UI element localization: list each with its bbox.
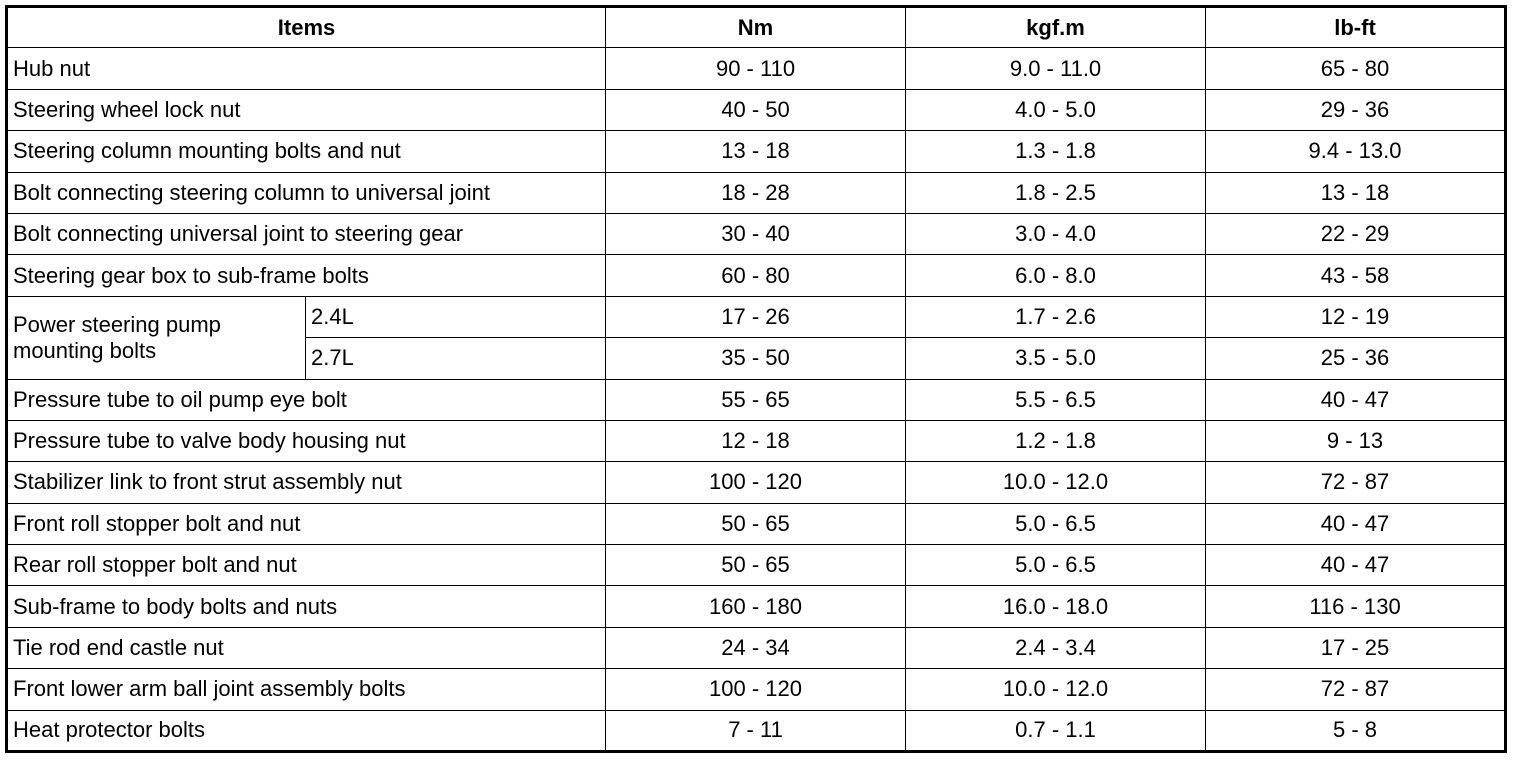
torque-value: 43 - 58 xyxy=(1205,254,1507,297)
torque-value: 3.0 - 4.0 xyxy=(905,212,1207,256)
torque-value: 116 - 130 xyxy=(1205,585,1507,628)
item-name: Tie rod end castle nut xyxy=(5,626,607,670)
table-row: Bolt connecting steering column to unive… xyxy=(5,171,1507,214)
torque-value: 1.2 - 1.8 xyxy=(905,419,1207,463)
torque-value: 12 - 19 xyxy=(1205,295,1507,339)
torque-value: 6.0 - 8.0 xyxy=(905,254,1207,297)
item-name: Hub nut xyxy=(5,47,607,90)
table-row: Steering column mounting bolts and nut 13… xyxy=(5,130,1507,173)
table-row: Pressure tube to valve body housing nut 1… xyxy=(5,419,1507,463)
torque-value: 22 - 29 xyxy=(1205,212,1507,256)
torque-value: 100 - 120 xyxy=(605,461,907,504)
torque-value: 7 - 11 xyxy=(605,709,907,753)
variant-label: 2.4L xyxy=(304,295,607,339)
torque-value: 5.5 - 6.5 xyxy=(905,378,1207,421)
torque-value: 18 - 28 xyxy=(605,171,907,214)
table-row: Rear roll stopper bolt and nut 50 - 65 5.0… xyxy=(5,544,1507,587)
torque-value: 160 - 180 xyxy=(605,585,907,628)
torque-value: 16.0 - 18.0 xyxy=(905,585,1207,628)
item-name: Steering column mounting bolts and nut xyxy=(5,130,607,173)
torque-value: 55 - 65 xyxy=(605,378,907,421)
item-name: Power steering pump mounting bolts xyxy=(6,295,306,380)
torque-value: 25 - 36 xyxy=(1205,337,1507,380)
torque-value: 24 - 34 xyxy=(605,626,907,670)
torque-value: 40 - 47 xyxy=(1205,378,1507,421)
table-row: Stabilizer link to front strut assembly … xyxy=(5,461,1507,504)
torque-value: 10.0 - 12.0 xyxy=(905,461,1207,504)
torque-table: Items Nm kgf.m lb-ft Hub nut 90 - 110 9.0 - 11… xyxy=(5,5,1508,754)
item-name: Sub-frame to body bolts and nuts xyxy=(5,585,607,628)
item-name: Heat protector bolts xyxy=(5,709,607,753)
table-row: Bolt connecting universal joint to steer… xyxy=(5,212,1507,256)
item-name: Front lower arm ball joint assembly bolt… xyxy=(5,668,607,711)
table-row: Tie rod end castle nut 24 - 34 2.4 - 3.4 17… xyxy=(5,626,1507,670)
torque-value: 1.7 - 2.6 xyxy=(905,295,1207,339)
torque-value: 9.0 - 11.0 xyxy=(905,47,1207,90)
item-name: Bolt connecting universal joint to steer… xyxy=(5,212,607,256)
table-row: Hub nut 90 - 110 9.0 - 11.0 65 - 80 xyxy=(5,47,1507,90)
torque-value: 30 - 40 xyxy=(605,212,907,256)
table-row: Heat protector bolts 7 - 11 0.7 - 1.1 5 - 8 xyxy=(5,709,1507,753)
item-name: Steering wheel lock nut xyxy=(5,88,607,132)
torque-value: 60 - 80 xyxy=(605,254,907,297)
torque-value: 10.0 - 12.0 xyxy=(905,668,1207,711)
column-header: Nm xyxy=(605,5,907,49)
torque-value: 1.3 - 1.8 xyxy=(905,130,1207,173)
torque-value: 5.0 - 6.5 xyxy=(905,544,1207,587)
torque-value: 9.4 - 13.0 xyxy=(1205,130,1507,173)
torque-value: 72 - 87 xyxy=(1205,668,1507,711)
torque-value: 12 - 18 xyxy=(605,419,907,463)
table-row: Front lower arm ball joint assembly bolt… xyxy=(5,668,1507,711)
column-header: kgf.m xyxy=(905,5,1207,49)
torque-value: 17 - 25 xyxy=(1205,626,1507,670)
torque-value: 4.0 - 5.0 xyxy=(905,88,1207,132)
torque-value: 40 - 47 xyxy=(1205,502,1507,546)
torque-value: 72 - 87 xyxy=(1205,461,1507,504)
torque-value: 17 - 26 xyxy=(605,295,907,339)
torque-value: 50 - 65 xyxy=(605,544,907,587)
table-row: Power steering pump mounting bolts 2.4L 17… xyxy=(6,295,1507,380)
torque-value: 50 - 65 xyxy=(605,502,907,546)
column-header: lb-ft xyxy=(1205,5,1507,49)
item-name: Stabilizer link to front strut assembly … xyxy=(5,461,607,504)
table-row: Steering wheel lock nut 40 - 50 4.0 - 5.0 2… xyxy=(5,88,1507,132)
item-name: Pressure tube to oil pump eye bolt xyxy=(5,378,607,421)
torque-value: 40 - 50 xyxy=(605,88,907,132)
torque-value: 100 - 120 xyxy=(605,668,907,711)
variant-label: 2.7L xyxy=(304,337,607,380)
torque-value: 5 - 8 xyxy=(1205,709,1507,753)
item-name: Steering gear box to sub-frame bolts xyxy=(5,254,607,297)
torque-value: 5.0 - 6.5 xyxy=(905,502,1207,546)
item-name: Rear roll stopper bolt and nut xyxy=(5,544,607,587)
table-row: Items Nm kgf.m lb-ft xyxy=(5,5,1507,49)
item-name: Pressure tube to valve body housing nut xyxy=(5,419,607,463)
item-name: Bolt connecting steering column to unive… xyxy=(5,171,607,214)
table-row: Front roll stopper bolt and nut 50 - 65 5.… xyxy=(5,502,1507,546)
table-row: Steering gear box to sub-frame bolts 60 -… xyxy=(5,254,1507,297)
torque-value: 9 - 13 xyxy=(1205,419,1507,463)
torque-value: 90 - 110 xyxy=(605,47,907,90)
column-header: Items xyxy=(5,5,607,49)
torque-value: 13 - 18 xyxy=(1205,171,1507,214)
table-row: Sub-frame to body bolts and nuts 160 - 18… xyxy=(5,585,1507,628)
torque-value: 40 - 47 xyxy=(1205,544,1507,587)
torque-value: 1.8 - 2.5 xyxy=(905,171,1207,214)
torque-value: 2.4 - 3.4 xyxy=(905,626,1207,670)
torque-value: 3.5 - 5.0 xyxy=(905,337,1207,380)
torque-value: 0.7 - 1.1 xyxy=(905,709,1207,753)
torque-value: 65 - 80 xyxy=(1205,47,1507,90)
torque-value: 35 - 50 xyxy=(605,337,907,380)
torque-value: 29 - 36 xyxy=(1205,88,1507,132)
item-name: Front roll stopper bolt and nut xyxy=(5,502,607,546)
table-row: Pressure tube to oil pump eye bolt 55 - 6… xyxy=(5,378,1507,421)
torque-value: 13 - 18 xyxy=(605,130,907,173)
